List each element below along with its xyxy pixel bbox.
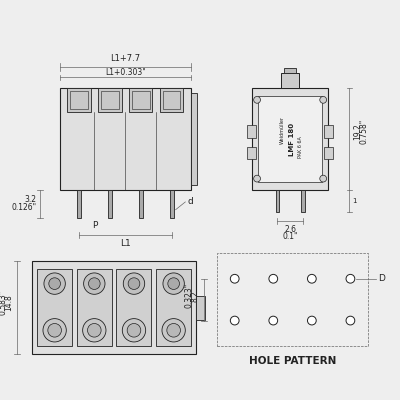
Bar <box>284 68 296 73</box>
Bar <box>258 96 322 182</box>
Text: L1+0.303": L1+0.303" <box>105 68 146 76</box>
Bar <box>101 91 119 109</box>
Text: Weidmüller: Weidmüller <box>280 116 285 144</box>
Bar <box>116 269 152 346</box>
Circle shape <box>88 278 100 290</box>
Circle shape <box>163 273 184 294</box>
Circle shape <box>269 274 278 283</box>
Circle shape <box>123 273 145 294</box>
Circle shape <box>320 96 326 103</box>
Bar <box>32 261 196 354</box>
Circle shape <box>122 319 146 342</box>
Text: 14.8: 14.8 <box>4 294 13 311</box>
Circle shape <box>48 324 62 337</box>
Circle shape <box>320 175 326 182</box>
Text: P: P <box>92 221 97 230</box>
Circle shape <box>44 273 65 294</box>
Bar <box>60 88 191 190</box>
Bar <box>170 190 174 218</box>
Text: 19.2: 19.2 <box>353 123 362 140</box>
Circle shape <box>346 316 355 325</box>
Circle shape <box>127 324 141 337</box>
Bar <box>301 190 305 212</box>
Text: 3.2: 3.2 <box>24 196 36 204</box>
Text: 0.583": 0.583" <box>0 290 7 315</box>
Bar <box>324 125 333 138</box>
Text: 0.1": 0.1" <box>282 232 298 241</box>
Bar <box>252 88 328 190</box>
Bar <box>247 146 256 159</box>
Circle shape <box>162 319 185 342</box>
Bar <box>196 296 204 320</box>
Circle shape <box>230 274 239 283</box>
Bar <box>70 91 88 109</box>
Circle shape <box>269 316 278 325</box>
Text: 8.2: 8.2 <box>191 290 200 302</box>
Bar <box>160 88 183 112</box>
Text: PAK 6 6A: PAK 6 6A <box>298 136 303 158</box>
Bar <box>281 73 299 88</box>
Bar <box>77 269 112 346</box>
Bar <box>132 91 150 109</box>
Circle shape <box>168 278 180 290</box>
Bar <box>139 190 143 218</box>
Circle shape <box>83 319 106 342</box>
Bar <box>191 93 197 186</box>
Bar <box>108 190 112 218</box>
Circle shape <box>167 324 180 337</box>
Circle shape <box>230 316 239 325</box>
Text: 0.758": 0.758" <box>359 119 368 144</box>
Text: LMF 180: LMF 180 <box>289 123 295 156</box>
Text: 0.323": 0.323" <box>185 283 194 308</box>
Bar <box>276 190 280 212</box>
Bar <box>77 190 81 218</box>
Circle shape <box>346 274 355 283</box>
Bar <box>217 254 368 346</box>
Circle shape <box>308 316 316 325</box>
Circle shape <box>254 96 260 103</box>
Bar <box>156 269 191 346</box>
Circle shape <box>49 278 60 290</box>
Bar <box>163 91 180 109</box>
Text: 1: 1 <box>352 198 357 204</box>
Circle shape <box>43 319 66 342</box>
Text: 2.6: 2.6 <box>284 225 296 234</box>
Circle shape <box>128 278 140 290</box>
Bar <box>67 88 91 112</box>
Bar <box>129 88 152 112</box>
Text: D: D <box>378 274 384 283</box>
Bar <box>37 269 72 346</box>
Text: L1+7.7: L1+7.7 <box>110 54 140 63</box>
Text: HOLE PATTERN: HOLE PATTERN <box>249 356 336 366</box>
Circle shape <box>88 324 101 337</box>
Bar <box>98 88 122 112</box>
Circle shape <box>84 273 105 294</box>
Text: d: d <box>187 198 193 206</box>
Bar <box>247 125 256 138</box>
Text: L1: L1 <box>120 239 131 248</box>
Circle shape <box>254 175 260 182</box>
Text: 0.126": 0.126" <box>11 203 36 212</box>
Bar <box>324 146 333 159</box>
Circle shape <box>308 274 316 283</box>
